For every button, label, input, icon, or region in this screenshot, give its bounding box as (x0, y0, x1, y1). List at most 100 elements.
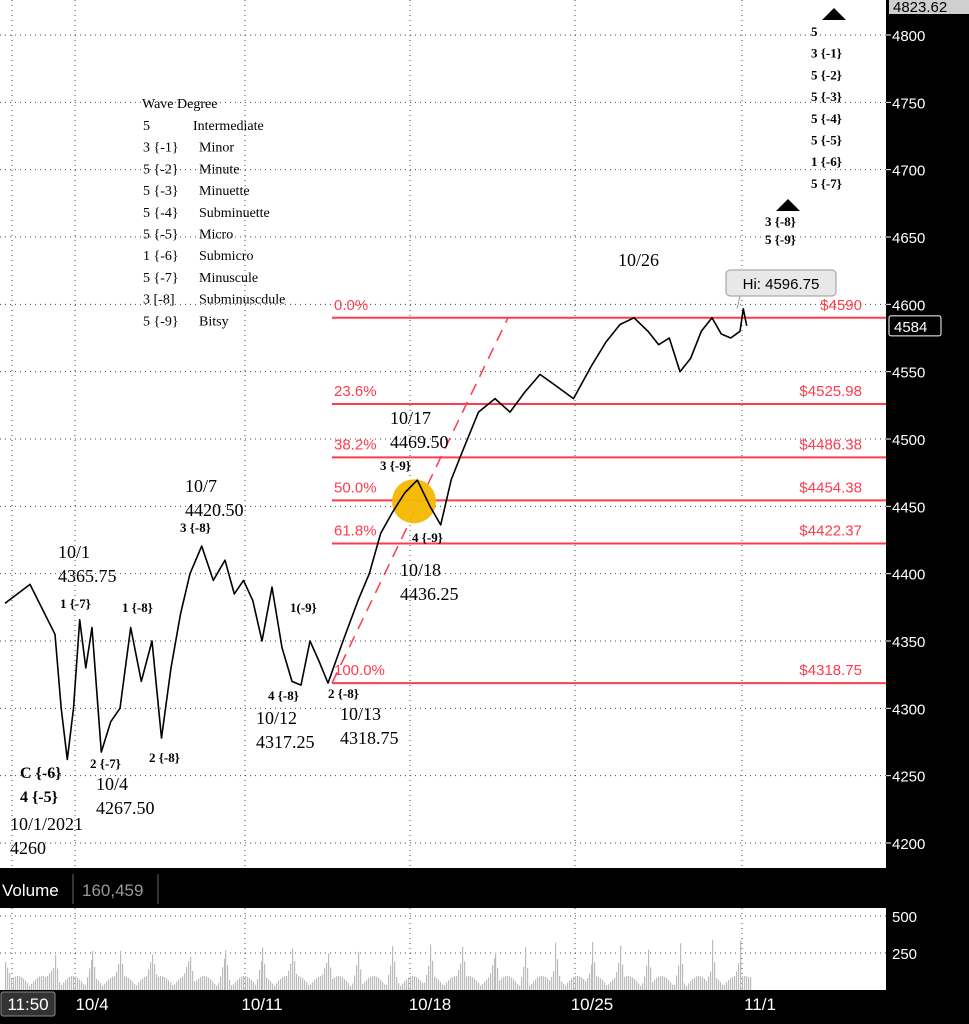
volume-bar (720, 982, 722, 990)
volume-bar (495, 952, 497, 990)
volume-bar (549, 980, 551, 990)
volume-bar (348, 983, 350, 990)
time-axis-label: 10/25 (571, 995, 614, 1014)
volume-bar (261, 961, 263, 990)
volume-bar (521, 977, 523, 990)
volume-bar (19, 976, 21, 990)
volume-bar (571, 978, 573, 990)
wave-annotation-text: 10/1/2021 (10, 814, 83, 834)
volume-bar (712, 939, 714, 990)
volume-bar (652, 981, 654, 990)
volume-plot-area (0, 908, 886, 990)
time-axis-label: 11/1 (744, 995, 776, 1014)
volume-bar (478, 982, 480, 990)
volume-bar (194, 981, 196, 990)
time-axis-label: 10/11 (241, 995, 282, 1014)
volume-bar (700, 976, 702, 990)
volume-bar (160, 976, 162, 990)
wave-annotation-text: 3 {-1} (811, 46, 842, 61)
volume-bar (15, 976, 17, 990)
volume-bar (726, 982, 728, 990)
volume-bar (698, 976, 700, 990)
volume-bar (686, 985, 688, 990)
volume-bar (358, 951, 360, 990)
volume-bar (476, 980, 478, 990)
price-axis-label: 4750 (892, 95, 925, 112)
volume-bar (249, 978, 251, 990)
volume-bar (710, 971, 712, 990)
volume-bar (178, 979, 180, 990)
fib-ratio-label: 100.0% (334, 662, 385, 679)
price-plot-area (0, 0, 886, 868)
volume-bar (27, 983, 29, 990)
volume-bar (545, 976, 547, 990)
volume-bar (126, 976, 128, 990)
volume-bar (708, 976, 710, 990)
volume-bar (525, 947, 527, 990)
grid (0, 0, 886, 990)
legend-code: 5 {-9} (143, 314, 179, 329)
legend-code: 5 {-5} (143, 228, 179, 243)
volume-bar (474, 978, 476, 990)
volume-bar (470, 976, 472, 990)
volume-bar (336, 976, 338, 990)
volume-bar (136, 985, 138, 990)
volume-bar (398, 983, 400, 990)
wave-annotation-text: 1 {-7} (60, 596, 91, 611)
volume-bar (527, 968, 529, 990)
volume-bar (280, 978, 282, 990)
wave-annotation-text: 5 {-5} (811, 133, 842, 148)
volume-bar (53, 968, 55, 990)
volume-bar (59, 982, 61, 990)
volume-bar (96, 978, 98, 990)
volume-bar (702, 977, 704, 990)
volume-bar (660, 976, 662, 990)
volume-bar (490, 973, 492, 990)
volume-bar (364, 982, 366, 990)
legend-code: 5 (143, 119, 150, 134)
legend-name: Subminuette (199, 206, 270, 221)
volume-bar (492, 965, 494, 990)
volume-bar (69, 976, 71, 990)
volume-bar (488, 977, 490, 990)
volume-bar (670, 982, 672, 990)
volume-bar (394, 961, 396, 990)
legend-name: Minute (199, 162, 239, 177)
volume-bar (128, 977, 130, 990)
volume-bar (515, 981, 517, 990)
volume-bar (102, 985, 104, 990)
last-price-box (888, 315, 942, 337)
volume-bar (63, 982, 65, 990)
volume-bar (312, 982, 314, 990)
volume-bar (190, 956, 192, 990)
volume-axis-label: 500 (892, 909, 917, 926)
volume-bar (316, 978, 318, 990)
volume-bar (746, 976, 748, 990)
volume-bar (533, 981, 535, 990)
price-axis-label: 4350 (892, 634, 925, 651)
volume-bar (589, 973, 591, 990)
volume-bar (547, 978, 549, 990)
price-axis-label: 4600 (892, 297, 925, 314)
volume-bar (288, 970, 290, 990)
volume-bar (148, 969, 150, 990)
volume-bar (577, 976, 579, 990)
volume-bar (176, 981, 178, 990)
volume-bar (332, 978, 334, 990)
wave-annotation-text: 3 {-8} (765, 214, 796, 229)
volume-bar (618, 962, 620, 990)
legend-name: Intermediate (193, 119, 264, 134)
legend-code: 5 {-7} (143, 271, 179, 286)
volume-bar (243, 976, 245, 990)
volume-bar (400, 985, 402, 990)
volume-bar (563, 983, 565, 990)
volume-bar (499, 980, 501, 990)
volume-bar (430, 944, 432, 990)
volume-bar (624, 977, 626, 990)
fib-price-label: $4590 (820, 297, 862, 314)
volume-bar (565, 985, 567, 990)
volume-bar (9, 973, 11, 990)
volume-bar (380, 979, 382, 990)
